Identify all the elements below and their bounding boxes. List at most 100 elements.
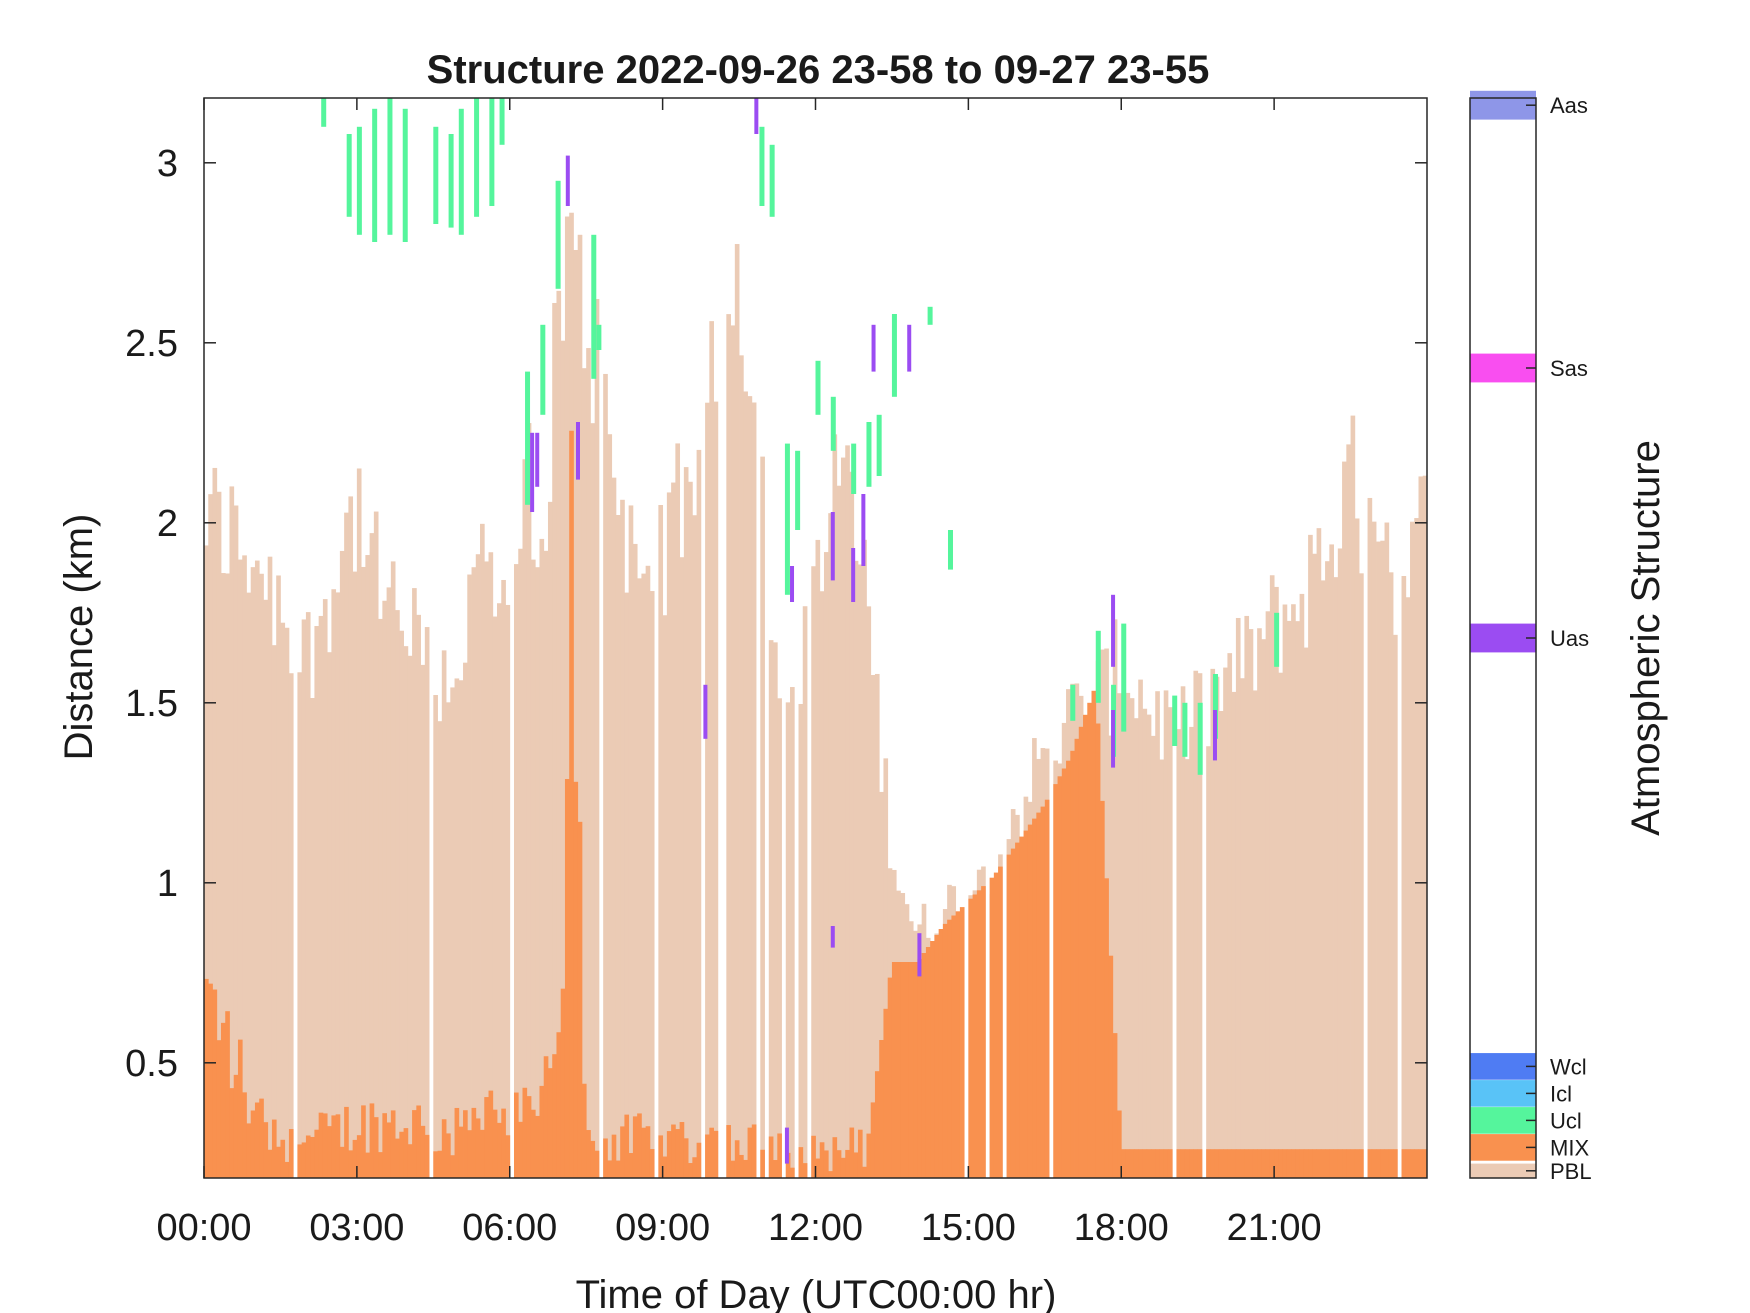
mix-bar — [1053, 784, 1058, 1178]
mix-bar — [454, 1107, 460, 1178]
mix-bar — [1036, 812, 1041, 1178]
mix-bar — [1312, 1149, 1317, 1178]
x-axis-label: Time of Day (UTC00:00 hr) — [576, 1273, 1057, 1313]
pbl-bar — [709, 321, 714, 1178]
pbl-bar — [250, 567, 256, 1178]
mix-bar — [1240, 1149, 1245, 1178]
mix-bar — [581, 1083, 587, 1178]
mix-bar — [1359, 1149, 1364, 1178]
pbl-bar — [204, 545, 209, 1178]
mix-bar — [1354, 1149, 1360, 1178]
pbl-bar — [254, 560, 260, 1178]
pbl-bar — [662, 615, 668, 1178]
pbl-bar — [1244, 615, 1250, 1178]
pbl-bar — [543, 550, 549, 1178]
pbl-bar — [798, 703, 804, 1178]
mix-bar — [993, 872, 999, 1178]
pbl-bar — [607, 434, 613, 1178]
mix-bar — [938, 929, 944, 1178]
pbl-bar — [1214, 676, 1220, 1178]
mix-bar — [378, 1152, 383, 1178]
pbl-bar — [1418, 476, 1424, 1178]
pbl-bar — [603, 373, 608, 1178]
colorbar-swatches — [1470, 90, 1536, 1178]
mix-bar — [1083, 714, 1088, 1178]
colorbar-swatch-pbl — [1470, 1163, 1536, 1178]
pbl-bar — [1252, 690, 1258, 1178]
colorbar-label-ucl: Ucl — [1550, 1108, 1582, 1133]
pbl-bar — [1354, 518, 1360, 1178]
pbl-bar — [1312, 553, 1317, 1178]
x-tick-label: 09:00 — [615, 1207, 710, 1249]
mix-bar — [1006, 854, 1012, 1178]
mix-bar — [1401, 1149, 1407, 1178]
mix-bar — [603, 1138, 608, 1178]
mix-bar — [955, 911, 961, 1178]
mix-bar — [1223, 1149, 1228, 1178]
pbl-bar — [301, 619, 307, 1178]
pbl-bar — [420, 664, 426, 1178]
mix-bar — [237, 1039, 243, 1178]
pbl-bar — [471, 567, 477, 1178]
pbl-bar — [1269, 575, 1275, 1178]
mix-bar — [242, 1092, 247, 1178]
pbl-bar — [832, 434, 838, 1178]
pbl-bar — [1346, 444, 1351, 1178]
pbl-bar — [552, 302, 557, 1178]
pbl-bar — [679, 557, 685, 1178]
pbl-bar — [497, 603, 502, 1178]
uas-mark — [830, 512, 835, 581]
mix-bar — [1244, 1149, 1250, 1178]
pbl-bar — [1367, 497, 1373, 1178]
pbl-bar — [361, 566, 366, 1178]
pbl-bar — [386, 587, 392, 1178]
mix-bar — [989, 877, 995, 1178]
mix-bar — [1286, 1149, 1292, 1178]
pbl-bar — [1380, 540, 1385, 1178]
pbl-bar — [225, 573, 230, 1178]
x-tick-label: 18:00 — [1074, 1207, 1169, 1249]
mix-bar — [322, 1113, 328, 1178]
mix-bar — [1261, 1149, 1267, 1178]
mix-bar — [280, 1139, 286, 1178]
ucl-mark — [499, 98, 505, 145]
pbl-bar — [1155, 691, 1160, 1178]
pbl-bar — [577, 234, 583, 1178]
pbl-bar — [1414, 518, 1419, 1178]
mix-bar — [1218, 1149, 1224, 1178]
pbl-bar — [624, 592, 630, 1178]
uas-mark — [851, 548, 856, 602]
pbl-bar — [1146, 714, 1152, 1178]
mix-bar — [1414, 1149, 1419, 1178]
ucl-mark — [596, 324, 602, 350]
pbl-bar — [692, 515, 697, 1178]
pbl-bar — [590, 423, 596, 1179]
mix-bar — [1176, 1149, 1182, 1178]
mix-bar — [263, 1122, 269, 1178]
mix-bar — [246, 1123, 252, 1178]
ucl-mark — [866, 422, 872, 487]
mix-bar — [395, 1138, 400, 1178]
pbl-bar — [556, 290, 562, 1179]
pbl-bar — [284, 627, 290, 1178]
pbl-bar — [229, 486, 235, 1179]
mix-series — [204, 430, 1428, 1179]
mix-bar — [535, 1115, 540, 1178]
ucl-mark — [555, 180, 561, 289]
mix-bar — [666, 1131, 672, 1178]
uas-mark — [917, 933, 922, 977]
pbl-bar — [879, 791, 884, 1178]
mix-bar — [802, 1163, 808, 1178]
mix-bar — [424, 1134, 430, 1178]
colorbar-label-pbl: PBL — [1550, 1159, 1592, 1184]
mix-bar — [632, 1116, 638, 1178]
mix-bar — [730, 1160, 736, 1178]
uas-mark — [530, 432, 535, 512]
pbl-bar — [369, 533, 375, 1178]
pbl-bar — [1210, 668, 1216, 1178]
ucl-mark — [1197, 702, 1203, 775]
mix-bar — [505, 1135, 511, 1178]
